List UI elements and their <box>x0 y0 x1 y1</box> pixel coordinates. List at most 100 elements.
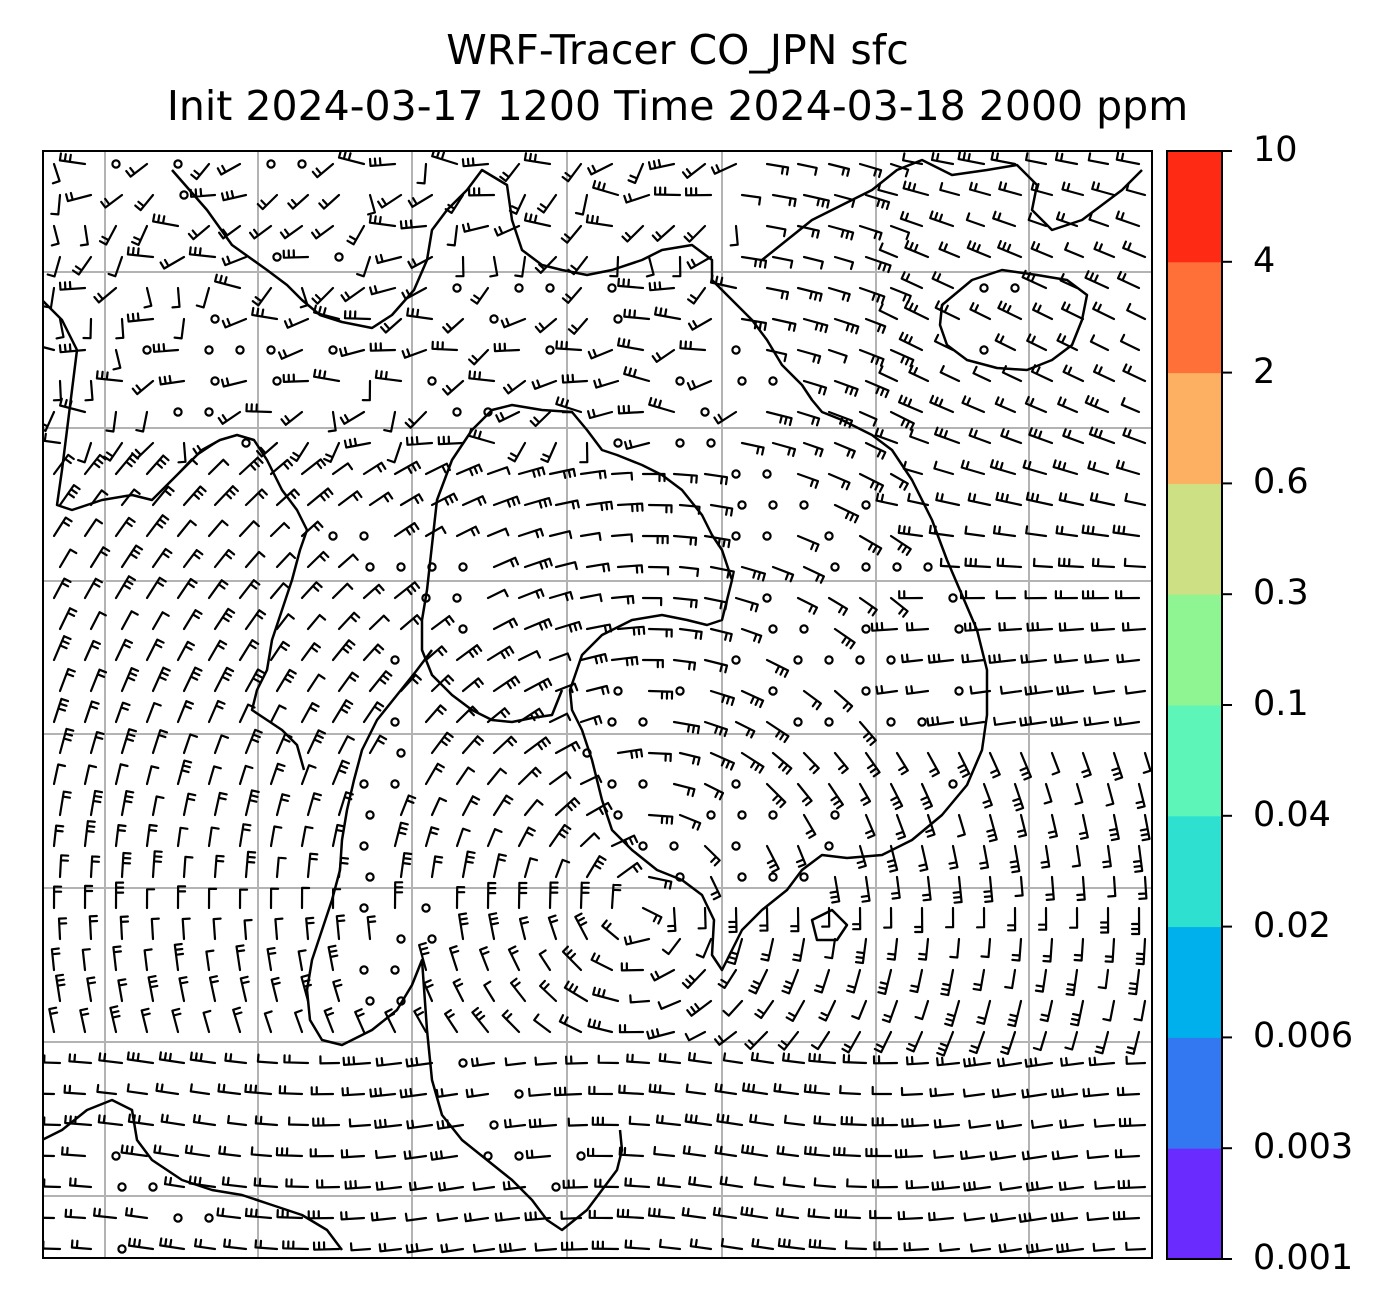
wind-barb <box>672 720 701 735</box>
wind-barb <box>858 472 885 493</box>
wind-barb <box>405 1057 434 1068</box>
wind-barb <box>483 980 496 1003</box>
wind-barb <box>560 224 583 244</box>
wind-barb <box>846 968 862 994</box>
calm-wind-marker <box>731 655 741 665</box>
wind-barb <box>534 317 558 334</box>
calm-wind-marker <box>675 872 685 882</box>
wind-barb <box>393 821 409 848</box>
wind-barb <box>534 1242 558 1252</box>
wind-barb <box>1038 906 1048 931</box>
wind-barb <box>992 210 1017 228</box>
wind-barb <box>406 1119 434 1130</box>
wind-barb <box>968 1030 986 1055</box>
calm-wind-marker <box>514 1089 524 1099</box>
wind-barb <box>833 1146 862 1158</box>
wind-barb <box>488 912 500 941</box>
wind-barb <box>579 593 603 603</box>
wind-barb <box>126 246 155 259</box>
wind-barb <box>940 968 955 997</box>
wind-barb <box>1093 1118 1116 1128</box>
wind-barb <box>1102 999 1116 1022</box>
calm-wind-marker <box>768 500 778 510</box>
wind-barb <box>986 813 998 843</box>
wind-barb <box>52 453 75 476</box>
wind-barb <box>966 240 992 259</box>
wind-barb <box>834 1208 862 1220</box>
wind-barb <box>561 162 583 183</box>
wind-barb <box>306 550 330 569</box>
wind-barb <box>1117 1179 1147 1190</box>
wind-barb <box>712 1206 738 1220</box>
wind-barb <box>648 396 676 414</box>
wind-barb <box>1112 1210 1141 1221</box>
wind-barb <box>1125 1241 1147 1251</box>
wind-barb <box>114 881 125 910</box>
wind-barb <box>979 844 990 870</box>
wind-barb <box>300 458 327 476</box>
calm-wind-marker <box>421 903 431 913</box>
wind-barb <box>274 917 284 941</box>
wind-barb <box>627 162 645 185</box>
wind-barb <box>217 1083 242 1096</box>
wind-barb <box>1102 844 1112 869</box>
calm-wind-marker <box>861 686 871 696</box>
wind-barb <box>579 653 608 665</box>
calm-wind-marker <box>396 996 406 1006</box>
wind-barb <box>548 530 573 540</box>
wind-barb <box>58 607 78 631</box>
wind-barb <box>340 286 366 303</box>
wind-barb <box>163 1176 186 1189</box>
wind-barb <box>1074 782 1084 806</box>
wind-barb <box>1071 844 1081 868</box>
wind-barb <box>269 522 291 538</box>
wind-barb <box>902 152 924 166</box>
wind-barb <box>616 502 644 513</box>
wind-barb <box>82 317 93 340</box>
calm-wind-marker <box>954 624 964 634</box>
calm-wind-marker <box>886 655 896 665</box>
wind-barb <box>898 590 924 600</box>
colorbar-tick-label: 0.001 <box>1253 1238 1354 1278</box>
wind-barb <box>1060 301 1085 321</box>
wind-barb <box>269 582 290 600</box>
wind-barb <box>89 611 107 631</box>
wind-barb <box>629 994 651 1004</box>
calm-wind-marker <box>638 717 648 727</box>
wind-barb <box>991 1088 1017 1099</box>
wind-barb <box>250 1146 273 1158</box>
wind-barb <box>337 735 355 755</box>
calm-wind-marker <box>117 1244 127 1254</box>
wind-barb <box>929 210 955 228</box>
calm-wind-marker <box>607 717 617 727</box>
wind-barb <box>42 1054 62 1065</box>
wind-barb <box>153 1144 180 1158</box>
calm-wind-marker <box>917 717 927 727</box>
wind-barb <box>362 583 385 600</box>
wind-barb <box>931 1180 961 1191</box>
wind-barb <box>1093 364 1116 383</box>
wind-barb <box>152 213 180 228</box>
wind-barb <box>523 497 553 509</box>
wind-barb <box>1052 459 1079 476</box>
wind-barb <box>1021 1088 1048 1099</box>
wind-barb <box>617 277 645 290</box>
wind-barb <box>378 1242 403 1253</box>
wind-barb <box>159 1237 186 1251</box>
wind-barb <box>983 875 994 903</box>
wind-barb <box>275 668 297 693</box>
wind-barb <box>796 348 822 364</box>
wind-barb <box>681 968 707 989</box>
calm-wind-marker <box>204 1213 214 1223</box>
wind-barb <box>873 1241 899 1251</box>
wind-barb <box>686 255 713 270</box>
calm-wind-marker <box>861 562 871 572</box>
calm-wind-marker <box>266 345 276 355</box>
wind-barb <box>796 472 820 489</box>
wind-barb <box>654 186 682 197</box>
calm-wind-marker <box>328 345 338 355</box>
wind-barb <box>518 916 530 941</box>
wind-barb <box>802 565 825 584</box>
wind-barb <box>517 707 545 724</box>
wind-barb <box>221 255 248 267</box>
